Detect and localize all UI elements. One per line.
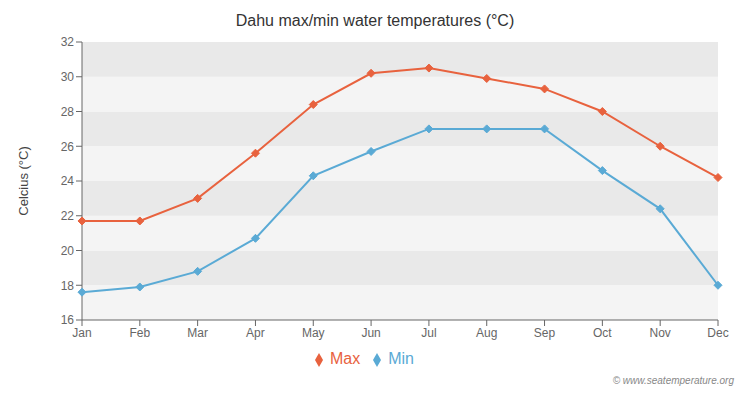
svg-text:16: 16 [61,313,75,327]
svg-text:Jun: Jun [361,326,380,340]
html-text:Dahu max/min water temperature: Dahu max/min water temperatures (°C) [235,12,515,29]
svg-text:32: 32 [61,35,75,49]
svg-text:Feb: Feb [129,326,150,340]
svg-text:22: 22 [61,209,75,223]
svg-text:May: May [302,326,325,340]
svg-text:Dec: Dec [707,326,728,340]
svg-text:Nov: Nov [650,326,671,340]
svg-text:18: 18 [61,279,75,293]
svg-text:Jul: Jul [421,326,436,340]
svg-text:Sep: Sep [534,326,556,340]
svg-text:Mar: Mar [187,326,208,340]
svg-text:Apr: Apr [246,326,265,340]
svg-text:Celcius (°C): Celcius (°C) [16,146,31,215]
svg-text:24: 24 [61,174,75,188]
svg-text:Jan: Jan [72,326,91,340]
svg-text:30: 30 [61,70,75,84]
html-text:© www.seatemperature.org: © www.seatemperature.org [612,375,734,386]
svg-text:Aug: Aug [476,326,497,340]
svg-text:20: 20 [61,244,75,258]
svg-text:28: 28 [61,105,75,119]
svg-text:26: 26 [61,140,75,154]
html-text:Min: Min [388,350,414,367]
html-text:Max: Max [330,350,361,367]
svg-text:Oct: Oct [593,326,612,340]
